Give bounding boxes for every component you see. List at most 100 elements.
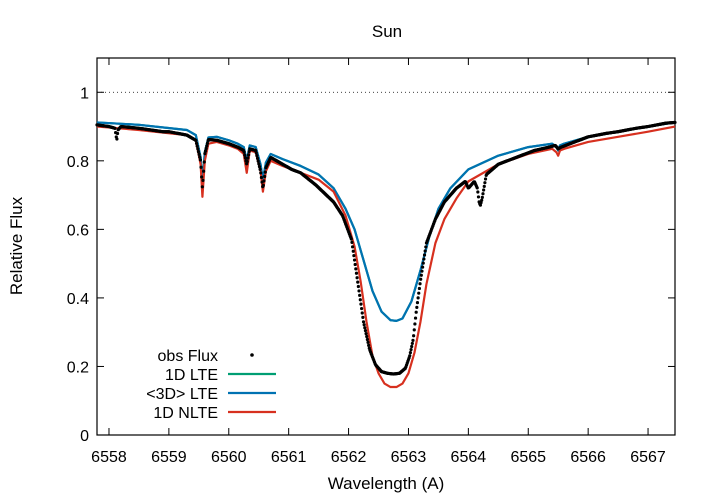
obs-flux-point [483, 177, 488, 181]
obs-flux-point [354, 271, 359, 275]
obs-flux-point [479, 201, 483, 205]
obs-flux-point [413, 316, 418, 320]
obs-flux-point [412, 328, 416, 332]
obs-flux-point [197, 152, 201, 156]
obs-flux-point [262, 179, 266, 183]
obs-flux-point [201, 178, 205, 182]
obs-flux-point [415, 301, 420, 305]
obs-flux-point [475, 186, 479, 190]
obs-flux-point [245, 159, 249, 164]
obs-flux-point [483, 181, 487, 185]
obs-flux-point [246, 153, 251, 157]
obs-flux-point [200, 175, 204, 179]
obs-flux-point [257, 162, 261, 166]
legend-label: 1D LTE [165, 367, 218, 384]
series-line-1 [96, 121, 676, 322]
obs-flux-point [478, 203, 483, 207]
obs-flux-point [254, 151, 258, 155]
obs-flux-point [203, 149, 208, 153]
legend: obs Flux 1D LTE <3D> LTE 1D NLTE [146, 348, 276, 422]
obs-flux-point [480, 198, 484, 202]
obs-flux-point [196, 149, 201, 154]
obs-flux-point [360, 306, 364, 311]
x-tick-label: 6565 [510, 449, 546, 466]
obs-flux-point [350, 240, 354, 245]
obs-flux-point [202, 160, 206, 164]
obs-flux-point [424, 245, 428, 249]
obs-flux-point [356, 284, 360, 289]
obs-flux-point [203, 152, 207, 156]
obs-flux-point [351, 249, 355, 253]
obs-flux-point [361, 315, 365, 319]
obs-flux-point [247, 149, 251, 154]
obs-flux-point [355, 276, 359, 280]
obs-flux-point [358, 298, 362, 302]
obs-flux-point [358, 293, 362, 297]
x-tick-label: 6562 [331, 449, 367, 466]
y-tick-label: 0.2 [67, 359, 89, 376]
obs-flux-point [408, 354, 412, 358]
obs-flux-point [415, 305, 419, 309]
obs-flux-point [419, 277, 423, 281]
obs-flux-point [408, 351, 412, 355]
obs-flux-point [243, 156, 247, 160]
obs-flux-point [419, 273, 423, 277]
obs-flux-point [243, 153, 247, 157]
obs-flux-point [420, 269, 424, 273]
obs-flux-point [410, 344, 414, 349]
obs-flux-point [480, 195, 484, 199]
obs-flux-point [476, 190, 480, 194]
plot-area-frame [96, 57, 676, 436]
obs-flux-point [354, 267, 358, 271]
obs-flux-point [417, 291, 421, 295]
obs-flux-point [362, 323, 366, 327]
obs-flux-point [422, 253, 427, 257]
obs-flux-point [259, 175, 264, 180]
series-line-2 [96, 121, 676, 322]
obs-flux-point [263, 170, 267, 174]
obs-flux-point [357, 289, 361, 293]
x-tick-label: 6558 [91, 449, 127, 466]
obs-flux-point [349, 237, 353, 241]
x-tick-label: 6566 [570, 449, 606, 466]
obs-flux-point [261, 183, 265, 187]
obs-flux-point [421, 261, 425, 265]
x-tick-label: 6559 [151, 449, 187, 466]
x-tick-label: 6564 [451, 449, 487, 466]
obs-flux-point [115, 131, 120, 136]
obs-flux-point [199, 165, 203, 169]
obs-flux-point [196, 147, 200, 151]
obs-flux-point [364, 331, 368, 336]
obs-flux-point [363, 326, 367, 330]
obs-flux-point [673, 120, 677, 125]
legend-label: obs Flux [158, 348, 218, 365]
obs-flux-point [115, 137, 119, 141]
obs-flux-point [476, 195, 481, 199]
obs-flux-point [205, 144, 209, 148]
obs-flux-point [351, 245, 355, 249]
legend-label: <3D> LTE [146, 386, 218, 403]
y-tick-label: 0.4 [67, 291, 89, 308]
obs-flux-point [365, 337, 369, 342]
obs-flux-point [422, 257, 426, 261]
obs-flux-point [409, 347, 413, 352]
obs-flux-point [410, 341, 414, 346]
x-tick-label: 6561 [271, 449, 307, 466]
y-tick-label: 1 [80, 85, 89, 102]
obs-flux-point [195, 144, 199, 148]
series-layer [95, 120, 677, 389]
obs-flux-point [423, 249, 427, 253]
obs-flux-point [361, 320, 366, 324]
obs-flux-point [255, 154, 259, 158]
x-tick-label: 6560 [211, 449, 247, 466]
obs-flux-point [194, 138, 198, 143]
x-tick-label: 6567 [630, 449, 666, 466]
obs-flux-point [353, 262, 357, 267]
obs-flux-point [256, 159, 260, 163]
obs-flux-point [198, 158, 202, 162]
obs-flux-point [259, 171, 263, 175]
axis-ticks: 6558 6559 6560 6561 6562 6563 6564 6565 6566 6567… [67, 58, 675, 466]
obs-flux-point [246, 156, 250, 160]
obs-flux-point [413, 322, 417, 326]
x-tick-label: 6563 [391, 449, 427, 466]
